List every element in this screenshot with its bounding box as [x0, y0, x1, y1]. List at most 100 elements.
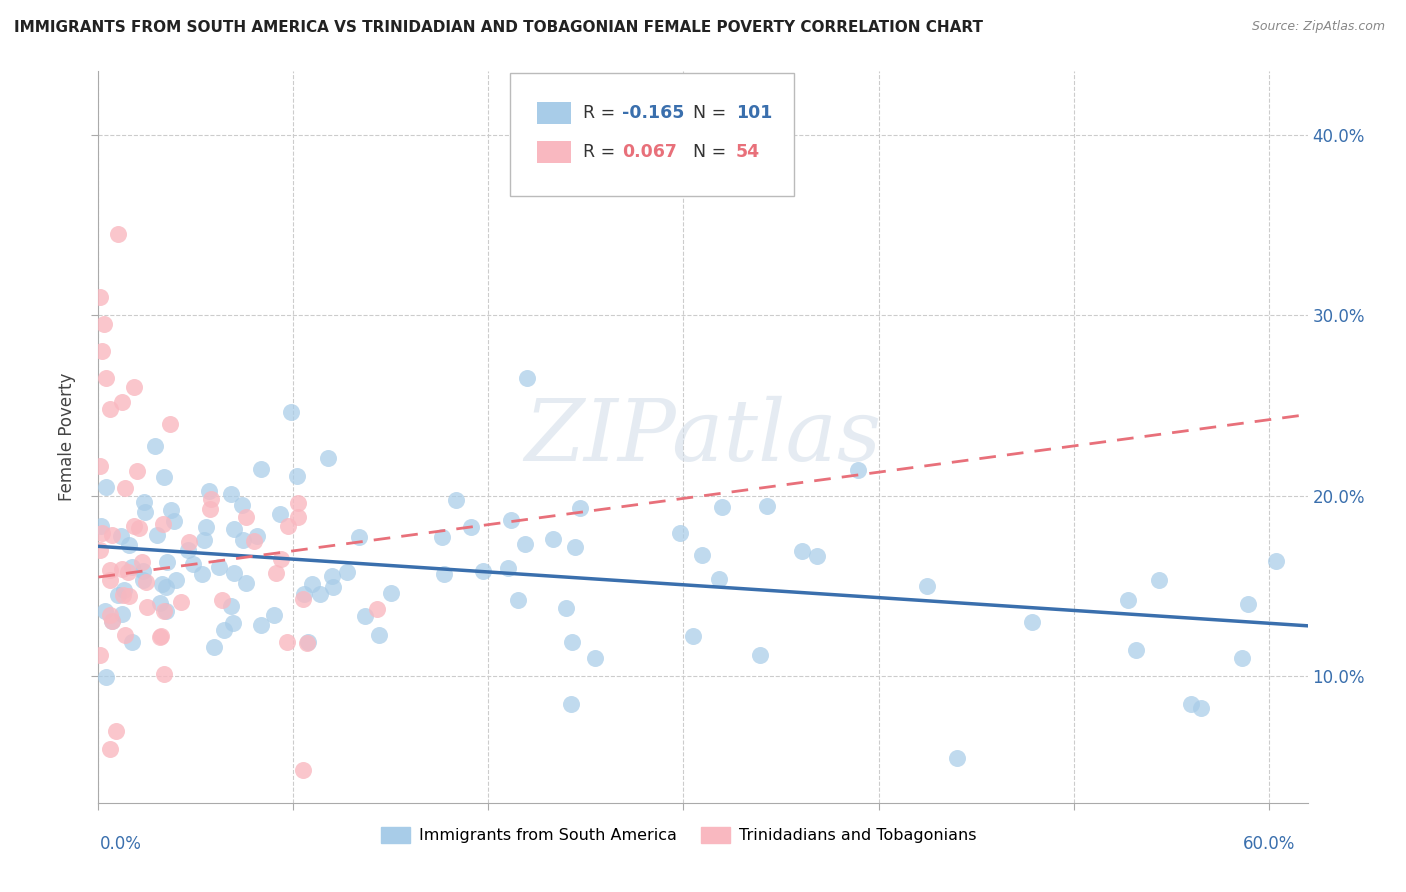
- Point: [292, 764, 315, 778]
- Point: [945, 750, 967, 764]
- Point: [297, 634, 319, 648]
- Point: [118, 538, 141, 552]
- Point: [380, 586, 402, 600]
- Point: [134, 505, 156, 519]
- Point: [128, 520, 150, 534]
- Point: [561, 635, 583, 649]
- Point: [222, 615, 245, 630]
- Text: 54: 54: [735, 143, 759, 161]
- Point: [1237, 597, 1260, 611]
- Point: [513, 537, 536, 551]
- Point: [336, 565, 359, 579]
- Point: [235, 510, 257, 524]
- Point: [132, 564, 155, 578]
- Text: N =: N =: [682, 104, 733, 122]
- Point: [710, 500, 733, 515]
- Point: [1125, 643, 1147, 657]
- Point: [110, 529, 132, 543]
- Point: [143, 439, 166, 453]
- Point: [433, 566, 456, 581]
- Point: [117, 589, 139, 603]
- Point: [231, 499, 253, 513]
- Point: [100, 528, 122, 542]
- Point: [1021, 615, 1043, 629]
- Text: 60.0%: 60.0%: [1243, 835, 1295, 854]
- Point: [460, 520, 482, 534]
- Text: R =: R =: [583, 143, 621, 161]
- Point: [564, 540, 586, 554]
- Point: [1189, 701, 1212, 715]
- Point: [98, 563, 121, 577]
- Point: [149, 597, 172, 611]
- Point: [111, 588, 134, 602]
- Point: [506, 593, 529, 607]
- Point: [177, 535, 200, 549]
- Point: [806, 549, 828, 564]
- Point: [211, 593, 233, 607]
- Point: [280, 405, 302, 419]
- Point: [792, 544, 814, 558]
- Point: [292, 587, 315, 601]
- Point: [1116, 593, 1139, 607]
- Point: [117, 566, 139, 580]
- Point: [165, 573, 187, 587]
- Point: [264, 566, 287, 581]
- Point: [156, 555, 179, 569]
- Point: [321, 569, 343, 583]
- Text: IMMIGRANTS FROM SOUTH AMERICA VS TRINIDADIAN AND TOBAGONIAN FEMALE POVERTY CORRE: IMMIGRANTS FROM SOUTH AMERICA VS TRINIDA…: [14, 20, 983, 35]
- Point: [152, 517, 174, 532]
- Point: [554, 601, 576, 615]
- Point: [219, 599, 242, 613]
- FancyBboxPatch shape: [509, 73, 793, 195]
- Point: [98, 573, 121, 587]
- Point: [159, 417, 181, 431]
- Point: [444, 492, 467, 507]
- Point: [96, 479, 118, 493]
- Point: [756, 499, 779, 513]
- Point: [270, 552, 292, 566]
- Point: [287, 496, 309, 510]
- Point: [200, 492, 222, 507]
- Point: [277, 518, 299, 533]
- Point: [848, 463, 870, 477]
- Point: [89, 459, 111, 474]
- Text: 101: 101: [735, 104, 772, 122]
- Point: [101, 615, 124, 629]
- Point: [690, 549, 713, 563]
- Point: [243, 534, 266, 549]
- Text: N =: N =: [682, 143, 733, 161]
- Point: [224, 566, 246, 580]
- Point: [249, 461, 271, 475]
- Point: [150, 576, 173, 591]
- Point: [295, 636, 318, 650]
- Point: [560, 697, 582, 711]
- Point: [367, 628, 389, 642]
- Point: [122, 518, 145, 533]
- Point: [132, 495, 155, 509]
- Point: [669, 525, 692, 540]
- Point: [682, 629, 704, 643]
- Point: [354, 608, 377, 623]
- Point: [89, 290, 111, 304]
- Point: [202, 640, 225, 655]
- Point: [709, 572, 731, 586]
- Point: [149, 629, 172, 643]
- Point: [287, 469, 309, 483]
- Point: [153, 470, 176, 484]
- Point: [1180, 697, 1202, 711]
- Point: [155, 604, 177, 618]
- Point: [195, 520, 218, 534]
- Point: [114, 481, 136, 495]
- Point: [235, 576, 257, 591]
- Point: [232, 533, 254, 547]
- Point: [269, 507, 291, 521]
- Point: [191, 566, 214, 581]
- Point: [748, 648, 770, 662]
- Point: [125, 464, 148, 478]
- Point: [89, 543, 111, 558]
- Point: [107, 588, 129, 602]
- Point: [516, 371, 538, 385]
- Point: [122, 380, 145, 394]
- Point: [131, 555, 153, 569]
- Point: [170, 595, 193, 609]
